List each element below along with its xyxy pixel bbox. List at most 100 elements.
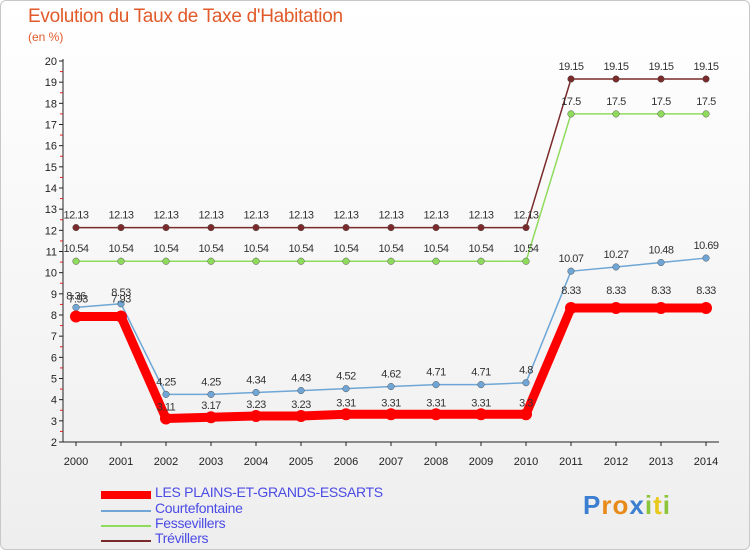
series-2-label-2012: 17.5 — [606, 96, 626, 108]
series-1-label-2014: 10.69 — [693, 240, 718, 252]
legend-swatch-courtefontaine — [101, 510, 151, 512]
series-0-label-2007: 3.31 — [381, 397, 401, 409]
logo-letter-1: r — [601, 490, 613, 520]
data-labels-layer: 7.93 7.933.11 3.17 3.23 3.23 3.31 3.31 3.31 3.31… — [63, 61, 719, 414]
series-3-point-2006 — [342, 224, 350, 232]
series-2-point-2011 — [567, 110, 575, 118]
proxiti-logo: Proxiti — [583, 490, 671, 521]
series-layer — [70, 75, 712, 425]
series-3-point-2000 — [72, 224, 80, 232]
series-3-label-2008: 12.13 — [423, 210, 448, 222]
series-3-point-2005 — [297, 224, 305, 232]
series-0-point-2006 — [340, 408, 352, 421]
series-3-label-2007: 12.13 — [378, 210, 403, 222]
y-tick-label-6: 6 — [51, 352, 57, 364]
series-0-point-2003 — [205, 411, 217, 424]
x-tick-label-2011: 2011 — [559, 456, 583, 468]
logo-letter-3: x — [629, 490, 645, 520]
series-2-label-2002: 10.54 — [153, 243, 178, 255]
series-3-label-2006: 12.13 — [333, 210, 358, 222]
series-2-label-2010: 10.54 — [513, 243, 538, 255]
series-3-point-2011 — [567, 75, 575, 83]
x-tick-label-2012: 2012 — [604, 456, 628, 468]
logo-letter-4: i — [644, 490, 654, 520]
series-1-point-2006 — [342, 385, 350, 393]
series-2-point-2000 — [72, 257, 80, 265]
series-3-point-2007 — [387, 224, 395, 232]
series-0-point-2007 — [385, 408, 397, 421]
series-2-point-2001 — [117, 257, 125, 265]
series-0-label-2011: 8.33 — [561, 285, 581, 297]
x-tick-label-2007: 2007 — [379, 456, 403, 468]
series-0-point-2002 — [160, 412, 172, 425]
series-3-label-2012: 19.15 — [603, 61, 628, 73]
series-0-label-2001: 7.93 — [111, 293, 131, 305]
series-2-point-2005 — [297, 257, 305, 265]
series-0-label-2003: 3.17 — [201, 400, 221, 412]
y-tick-label-20: 20 — [45, 56, 57, 68]
series-2-label-2001: 10.54 — [108, 243, 133, 255]
x-tick-label-2005: 2005 — [289, 456, 313, 468]
series-0-point-2012 — [610, 302, 622, 315]
series-2-label-2004: 10.54 — [243, 243, 268, 255]
series-1-label-2009: 4.71 — [471, 367, 491, 379]
y-tick-label-19: 19 — [45, 77, 57, 89]
series-3-label-2000: 12.13 — [63, 210, 88, 222]
y-tick-label-9: 9 — [51, 289, 57, 301]
series-2-point-2009 — [477, 257, 485, 265]
series-2-label-2008: 10.54 — [423, 243, 448, 255]
series-1-point-2001 — [117, 300, 125, 308]
y-tick-label-13: 13 — [45, 204, 57, 216]
y-tick-label-3: 3 — [51, 416, 57, 428]
series-2-label-2013: 17.5 — [651, 96, 671, 108]
series-0-point-2014 — [700, 302, 712, 315]
logo-letter-5: t — [653, 490, 663, 520]
series-1-label-2002: 4.25 — [156, 376, 176, 388]
x-tick-label-2004: 2004 — [244, 456, 268, 468]
series-0-label-2002: 3.11 — [157, 402, 176, 414]
x-tick-label-2013: 2013 — [649, 456, 673, 468]
y-tick-label-16: 16 — [45, 141, 57, 153]
series-2-point-2013 — [657, 110, 665, 118]
series-0-point-2001 — [115, 310, 127, 323]
series-1-label-2011: 10.07 — [558, 253, 583, 265]
series-line-2 — [75, 113, 707, 262]
series-3-point-2009 — [477, 224, 485, 232]
series-1-label-2000: 8.36 — [66, 290, 86, 302]
series-0-point-2010 — [520, 408, 532, 421]
legend-label-trevillers: Trévillers — [155, 530, 209, 546]
y-tick-label-5: 5 — [51, 374, 57, 386]
y-tick-label-2: 2 — [51, 437, 57, 449]
legend-label-les-plains: LES PLAINS-ET-GRANDS-ESSARTS — [155, 484, 383, 500]
x-tick-label-2000: 2000 — [64, 456, 88, 468]
series-2-point-2003 — [207, 257, 215, 265]
series-3-label-2002: 12.13 — [153, 210, 178, 222]
series-3-point-2003 — [207, 224, 215, 232]
x-tick-label-2010: 2010 — [514, 456, 538, 468]
series-3-label-2003: 12.13 — [198, 210, 223, 222]
logo-letter-6: i — [662, 490, 671, 520]
logo-letter-2: o — [612, 490, 630, 520]
series-3-point-2002 — [162, 224, 170, 232]
x-tick-label-2001: 2001 — [109, 456, 133, 468]
y-tick-label-4: 4 — [51, 395, 57, 407]
y-tick-label-11: 11 — [46, 247, 57, 259]
series-1-label-2003: 4.25 — [201, 376, 221, 388]
series-0-label-2012: 8.33 — [606, 285, 626, 297]
series-1-point-2010 — [522, 379, 530, 387]
y-tick-label-18: 18 — [45, 98, 57, 110]
series-1-point-2008 — [432, 381, 440, 389]
y-tick-label-7: 7 — [51, 331, 57, 343]
series-0-label-2014: 8.33 — [696, 285, 716, 297]
series-2-label-2003: 10.54 — [198, 243, 223, 255]
chart-title: Evolution du Taux de Taxe d'Habitation — [28, 6, 343, 27]
series-3-label-2004: 12.13 — [243, 210, 268, 222]
legend-swatch-les-plains — [101, 491, 151, 499]
series-2-point-2002 — [162, 257, 170, 265]
series-3-label-2013: 19.15 — [648, 61, 673, 73]
series-2-point-2012 — [612, 110, 620, 118]
series-3-point-2014 — [702, 75, 710, 83]
series-1-label-2005: 4.43 — [291, 373, 311, 385]
